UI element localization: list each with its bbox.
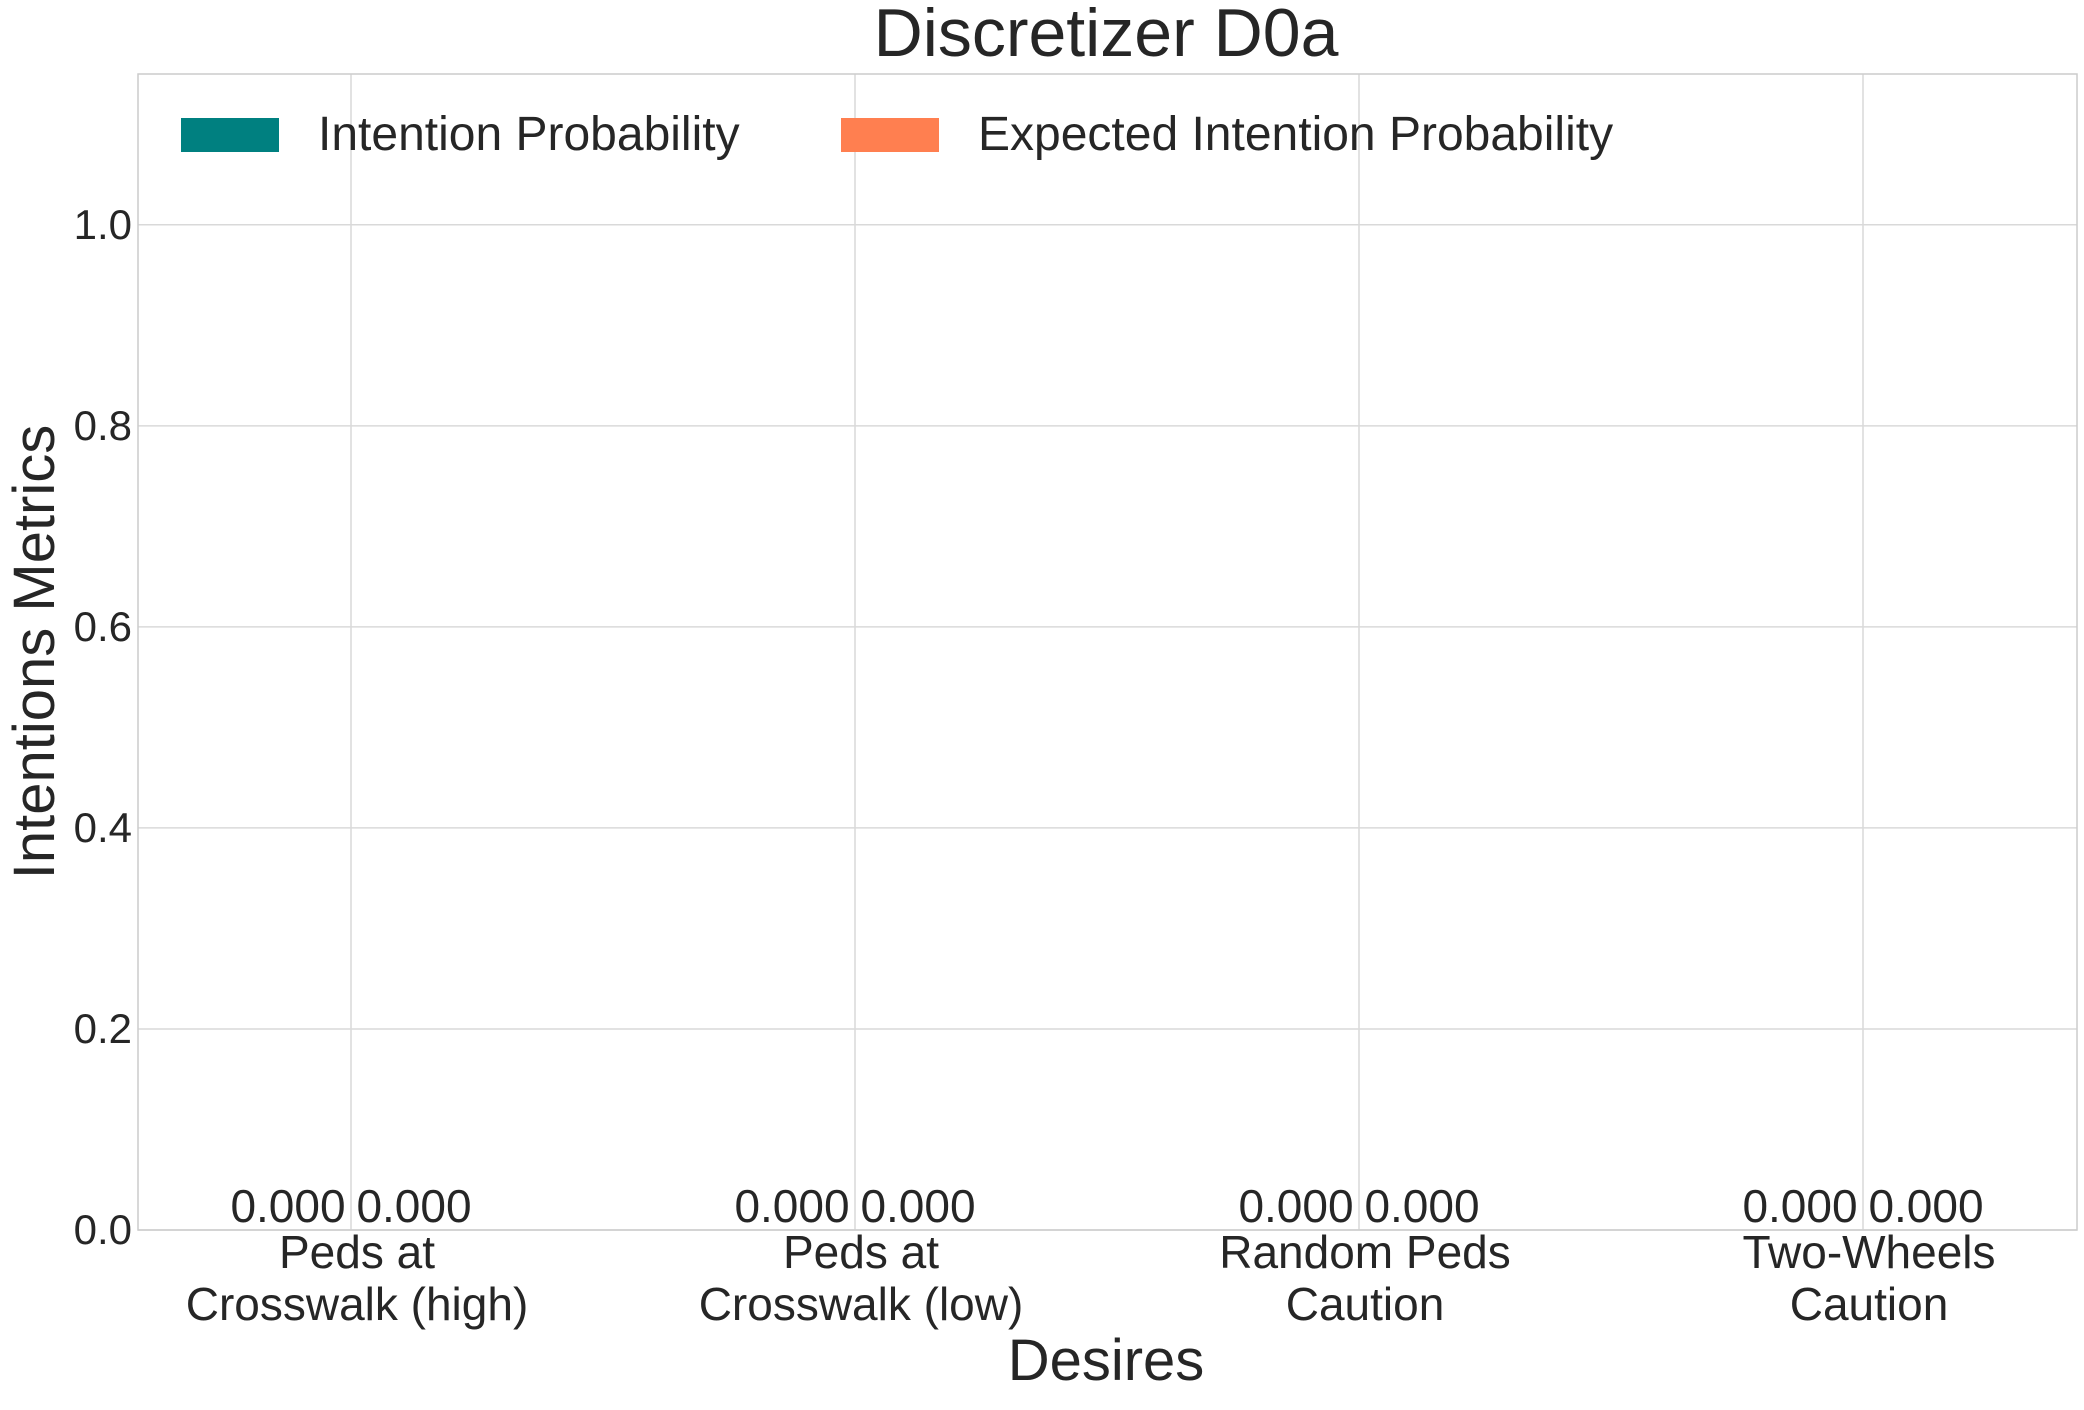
y-tick-label: 0.8 — [74, 402, 132, 449]
y-tick-label: 0.6 — [74, 603, 132, 650]
y-tick-labels: 0.0 0.2 0.4 0.6 0.8 1.0 — [74, 201, 132, 1253]
grid-layer — [138, 74, 2077, 1231]
plot-frame — [137, 73, 2078, 1231]
bar-value-label: 0.000 — [1742, 1180, 1857, 1232]
x-tick-label: Peds at Crosswalk (low) — [699, 1226, 1024, 1330]
legend-label: Expected Intention Probability — [978, 108, 1613, 161]
x-tick-label: Two-Wheels Caution — [1742, 1226, 1995, 1330]
y-tick-label: 0.0 — [74, 1206, 132, 1253]
y-tick-label: 0.4 — [74, 804, 132, 851]
legend-swatch — [841, 118, 939, 152]
x-tick-labels: Peds at Crosswalk (high) Peds at Crosswalk … — [186, 1226, 1996, 1330]
legend: Intention Probability Expected Intention … — [181, 108, 1613, 161]
legend-label: Intention Probability — [318, 108, 740, 161]
bar-value-label: 0.000 — [1364, 1180, 1479, 1232]
chart-title: Discretizer D0a — [874, 0, 1339, 71]
y-axis-label: Intentions Metrics — [2, 425, 67, 880]
x-tick-label: Random Peds Caution — [1219, 1226, 1511, 1330]
y-tick-label: 1.0 — [74, 201, 132, 248]
x-axis-label: Desires — [1008, 1328, 1205, 1393]
bar-value-label: 0.000 — [860, 1180, 975, 1232]
bar-value-label: 0.000 — [230, 1180, 345, 1232]
y-tick-label: 0.2 — [74, 1005, 132, 1052]
x-tick-label: Peds at Crosswalk (high) — [186, 1226, 529, 1330]
bar-value-label: 0.000 — [1868, 1180, 1983, 1232]
bar-value-label: 0.000 — [734, 1180, 849, 1232]
bar-value-label: 0.000 — [1238, 1180, 1353, 1232]
legend-swatch — [181, 118, 279, 152]
bar-value-label: 0.000 — [356, 1180, 471, 1232]
